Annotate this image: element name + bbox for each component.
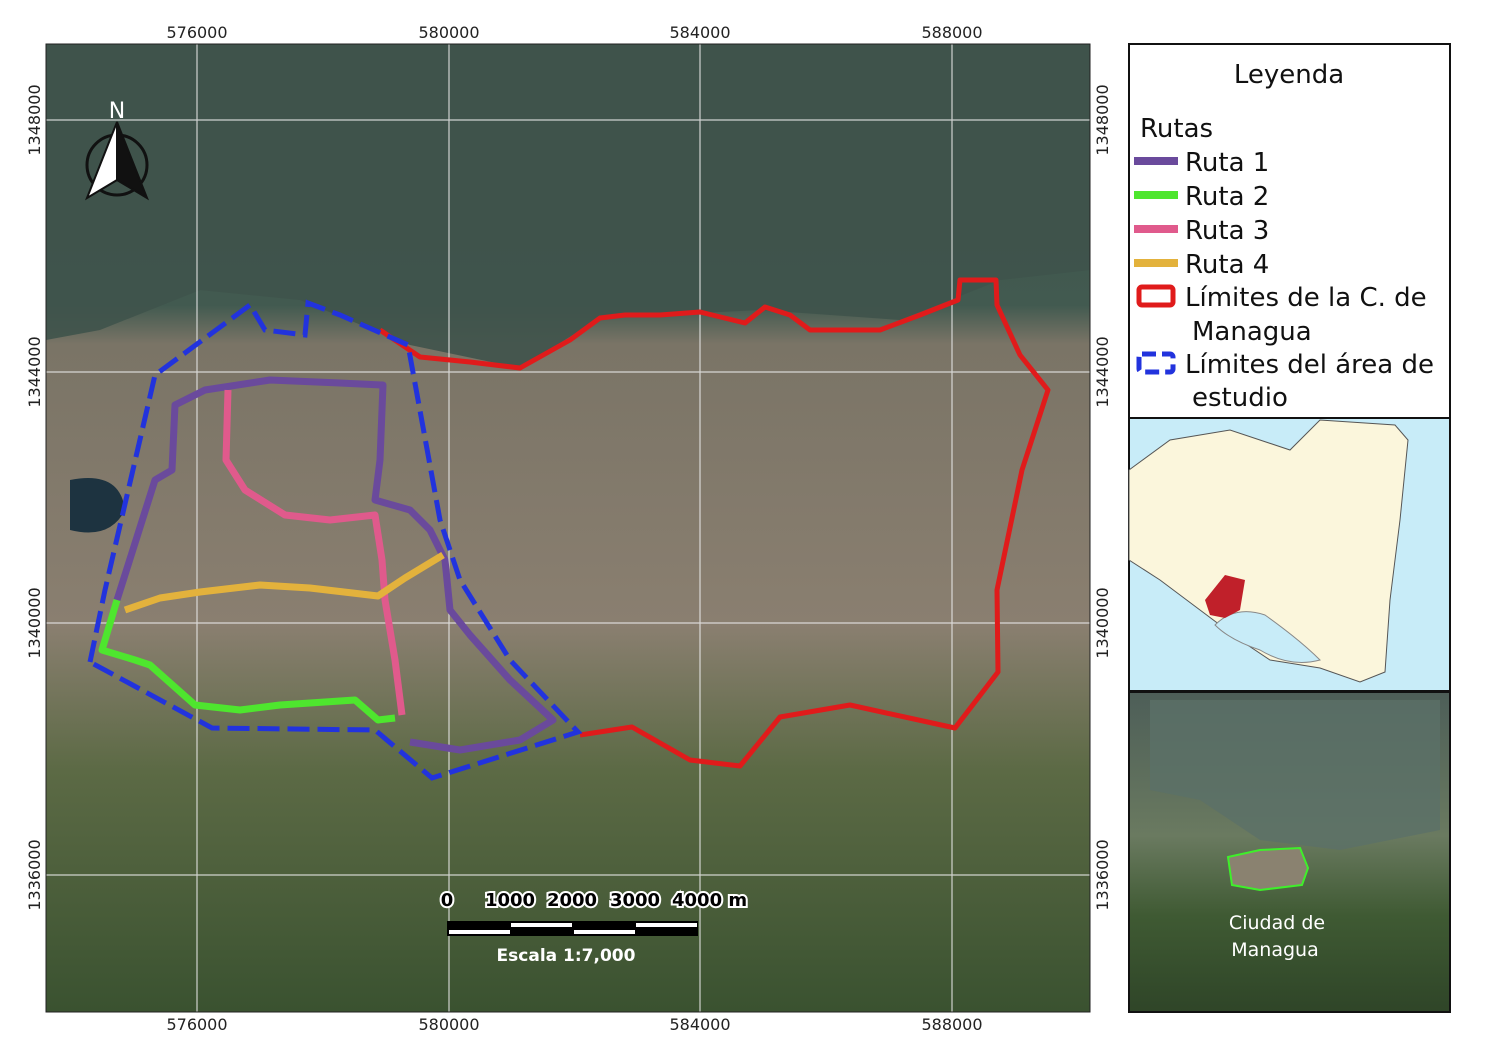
svg-text:584000: 584000 (669, 23, 730, 42)
svg-text:576000: 576000 (166, 1015, 227, 1034)
svg-text:1348000: 1348000 (1093, 84, 1112, 155)
nicaragua-landmass (1128, 419, 1409, 683)
scale-label: 1000 (485, 890, 535, 911)
route-4-swatch (1134, 259, 1178, 267)
north-label: N (109, 99, 125, 124)
route-3-line (222, 389, 406, 716)
laguna (70, 478, 125, 533)
svg-text:1344000: 1344000 (1093, 336, 1112, 407)
legend-route-4: Ruta 4 (1185, 250, 1269, 280)
legend-route-1: Ruta 1 (1185, 148, 1269, 178)
svg-text:580000: 580000 (418, 1015, 479, 1034)
scale-label: 2000 (547, 890, 597, 911)
svg-text:1336000: 1336000 (1093, 839, 1112, 910)
scale-label: 0 (441, 890, 454, 911)
svg-text:1340000: 1340000 (1093, 587, 1112, 658)
route-1-swatch (1134, 157, 1178, 165)
y-axis-left: 1348000 1344000 1340000 1336000 (25, 84, 44, 910)
city-outline (1226, 846, 1310, 892)
svg-text:1344000: 1344000 (25, 336, 44, 407)
svg-text:1336000: 1336000 (25, 839, 44, 910)
svg-text:1340000: 1340000 (25, 587, 44, 658)
route-2-line (98, 598, 396, 724)
x-axis-top: 576000 580000 584000 588000 (166, 23, 982, 42)
scale-bar: 0 1000 2000 3000 4000 m Escala 1:7,000 (439, 888, 749, 966)
y-axis-right: 1348000 1344000 1340000 1336000 (1093, 84, 1112, 910)
lake-nicaragua (1214, 611, 1321, 663)
managua-city-boundary (378, 277, 1051, 769)
svg-text:588000: 588000 (921, 1015, 982, 1034)
legend-group: Rutas (1140, 114, 1213, 144)
city-label: Managua (1231, 939, 1318, 961)
main-map[interactable]: N 0 1000 2000 3000 4000 m Escala 1:7,000 (45, 43, 1091, 1013)
managua-department-highlight (1205, 575, 1245, 618)
nicaragua-locator-inset (1128, 417, 1451, 692)
scale-caption: Escala 1:7,000 (497, 946, 636, 966)
legend-title: Leyenda (1234, 60, 1344, 90)
svg-text:580000: 580000 (418, 23, 479, 42)
route-3-swatch (1134, 225, 1178, 233)
legend-city-boundary: Límites de la C. de (1185, 283, 1427, 313)
svg-text:576000: 576000 (166, 23, 227, 42)
managua-city-inset: Ciudad de Managua (1128, 691, 1451, 1013)
svg-text:588000: 588000 (921, 23, 982, 42)
scale-label: 4000 m (672, 890, 747, 911)
lake-managua-inset (1150, 700, 1440, 850)
lake-managua (46, 44, 1090, 368)
legend: Leyenda Rutas Ruta 1 Ruta 2 Ruta 3 Ruta … (1128, 43, 1451, 419)
x-axis-bottom: 576000 580000 584000 588000 (166, 1015, 982, 1034)
north-arrow-icon: N (84, 99, 150, 201)
legend-route-3: Ruta 3 (1185, 216, 1269, 246)
svg-text:584000: 584000 (669, 1015, 730, 1034)
legend-route-2: Ruta 2 (1185, 182, 1269, 212)
svg-text:1348000: 1348000 (25, 84, 44, 155)
svg-text:estudio: estudio (1192, 383, 1288, 413)
study-area-swatch (1136, 351, 1176, 375)
scale-label: 3000 (610, 890, 660, 911)
svg-text:Managua: Managua (1192, 317, 1312, 347)
study-area-boundary (87, 299, 583, 781)
city-label: Ciudad de (1229, 912, 1325, 934)
legend-study-area: Límites del área de (1185, 350, 1434, 380)
grid-lines (46, 44, 1090, 1012)
city-boundary-swatch (1136, 284, 1176, 308)
route-2-swatch (1134, 191, 1178, 199)
route-1-line (113, 376, 557, 754)
route-4-line (123, 552, 445, 614)
